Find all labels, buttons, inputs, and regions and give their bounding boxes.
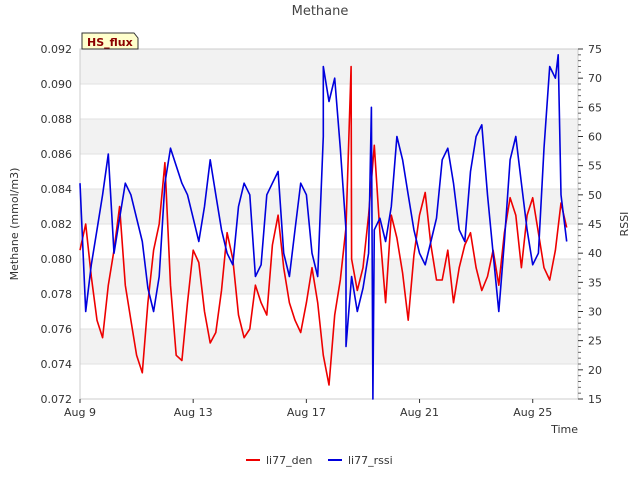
badge-box xyxy=(81,32,139,50)
y-tick-right-label: 40 xyxy=(588,247,602,260)
series-line-li77-rssi xyxy=(79,54,568,400)
y-tick-left-label: 0.074 xyxy=(41,358,73,371)
background-band xyxy=(80,49,578,84)
x-axis-ticks: Aug 9 Aug 13 Aug 17 Aug 21 Aug 25 xyxy=(64,399,552,419)
y-tick-right-label: 70 xyxy=(588,72,602,85)
y-tick-right-label: 35 xyxy=(588,276,602,289)
legend: li77_den li77_rssi xyxy=(246,454,393,467)
y-tick-left-label: 0.078 xyxy=(41,288,73,301)
y-tick-right-label: 20 xyxy=(588,364,602,377)
y-tick-left-label: 0.076 xyxy=(41,323,73,336)
background-bands xyxy=(80,49,578,364)
background-band xyxy=(80,189,578,224)
series-line-li77-den xyxy=(79,65,568,386)
y-tick-right-label: 65 xyxy=(588,101,602,114)
y-tick-left-label: 0.086 xyxy=(41,148,73,161)
x-axis-label: Time xyxy=(550,423,578,436)
y-tick-left-label: 0.088 xyxy=(41,113,73,126)
y-tick-right-label: 25 xyxy=(588,335,602,348)
y-tick-right-label: 60 xyxy=(588,131,602,144)
x-tick-label: Aug 21 xyxy=(400,406,439,419)
x-tick-label: Aug 9 xyxy=(64,406,96,419)
y-tick-right-label: 45 xyxy=(588,218,602,231)
background-band xyxy=(80,329,578,364)
hs-flux-badge: HS_flux xyxy=(81,32,139,50)
y-tick-right-label: 55 xyxy=(588,160,602,173)
x-tick-label: Aug 17 xyxy=(287,406,326,419)
badge-label: HS_flux xyxy=(87,36,133,49)
background-band xyxy=(80,119,578,154)
x-tick-label: Aug 25 xyxy=(513,406,552,419)
x-tick-label: Aug 13 xyxy=(174,406,213,419)
legend-label-li77-rssi: li77_rssi xyxy=(348,454,393,467)
y-tick-right-label: 75 xyxy=(588,43,602,56)
y-axis-right-label: RSSI xyxy=(618,212,631,237)
y-tick-right-label: 50 xyxy=(588,189,602,202)
y-axis-left-ticks: 0.072 0.074 0.076 0.078 0.080 0.082 0.084 0.086… xyxy=(41,43,73,406)
y-tick-right-label: 15 xyxy=(588,393,602,406)
y-tick-left-label: 0.072 xyxy=(41,393,73,406)
y-tick-left-label: 0.090 xyxy=(41,78,73,91)
y-axis-right-ticks: 15 20 25 30 35 40 45 50 55 60 65 70 75 xyxy=(578,43,602,406)
chart-title: Methane xyxy=(292,4,349,19)
legend-label-li77-den: li77_den xyxy=(266,454,312,467)
y-tick-left-label: 0.082 xyxy=(41,218,73,231)
y-tick-left-label: 0.084 xyxy=(41,183,73,196)
y-axis-left-label: Methane (mmol/m3) xyxy=(8,168,21,281)
y-tick-left-label: 0.080 xyxy=(41,253,73,266)
y-tick-right-label: 30 xyxy=(588,306,602,319)
series-layer xyxy=(79,54,568,400)
y-tick-left-label: 0.092 xyxy=(41,43,73,56)
